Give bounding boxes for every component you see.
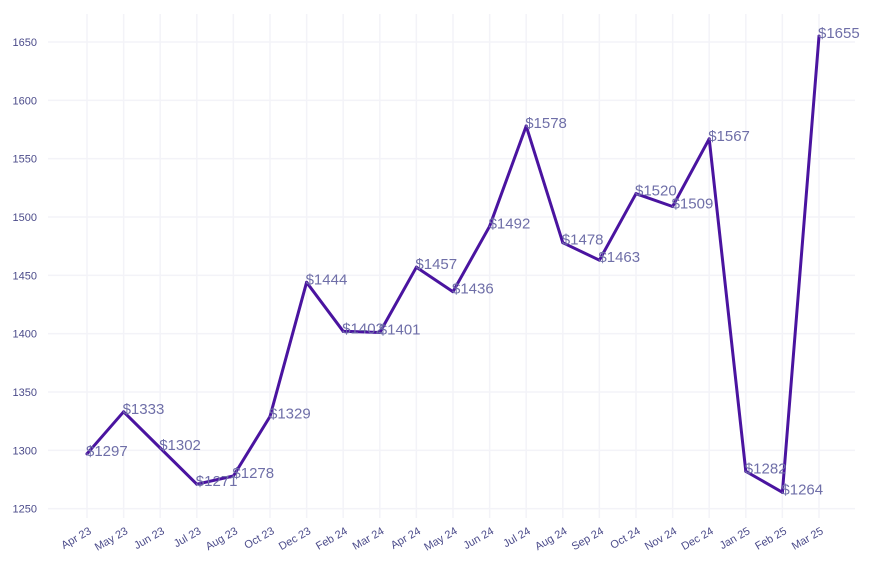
x-tick-label: Dec 23 bbox=[277, 525, 313, 553]
x-tick-label: Jan 25 bbox=[718, 525, 753, 552]
x-tick-label: Nov 24 bbox=[643, 525, 679, 553]
data-label: $1463 bbox=[598, 249, 640, 266]
x-tick-label: Oct 23 bbox=[242, 525, 276, 552]
data-label: $1282 bbox=[745, 460, 787, 477]
data-point bbox=[707, 137, 711, 141]
y-tick-label: 1400 bbox=[13, 329, 37, 341]
x-tick-label: Aug 23 bbox=[204, 525, 240, 553]
data-label: $1492 bbox=[489, 215, 531, 232]
x-tick-label: Jul 23 bbox=[172, 525, 203, 550]
data-point bbox=[231, 474, 235, 478]
data-label: $1329 bbox=[269, 406, 311, 423]
x-tick-label: Oct 24 bbox=[608, 525, 642, 552]
data-point bbox=[488, 224, 492, 228]
data-label: $1436 bbox=[452, 281, 494, 298]
data-point bbox=[122, 410, 126, 414]
x-tick-label: May 24 bbox=[422, 525, 459, 553]
data-point bbox=[817, 34, 821, 38]
x-tick-label: Aug 24 bbox=[533, 525, 569, 553]
data-point bbox=[524, 124, 528, 128]
data-label: $1264 bbox=[781, 481, 823, 498]
x-tick-label: Jun 23 bbox=[132, 525, 167, 552]
data-labels: $1297 $1333 $1302 $1271$1278 $1329 $1444 $1402… bbox=[86, 25, 860, 498]
data-point bbox=[671, 205, 675, 208]
data-point bbox=[597, 258, 601, 262]
data-label: $1271 bbox=[196, 473, 238, 490]
series-group bbox=[85, 34, 821, 494]
data-point bbox=[158, 446, 162, 450]
x-grid-lines bbox=[86, 14, 820, 518]
x-tick-label: Jun 24 bbox=[461, 525, 496, 552]
x-tick-label: Feb 25 bbox=[753, 525, 789, 553]
data-label: $1401 bbox=[379, 322, 421, 339]
x-axis-ticks: Apr 23 May 23 Jun 23 Jul 23 Aug 23 Oct 23 Dec … bbox=[59, 525, 825, 553]
data-label: $1567 bbox=[708, 128, 750, 145]
x-tick-label: Jul 24 bbox=[501, 525, 532, 550]
data-label: $1297 bbox=[86, 443, 128, 460]
data-point bbox=[561, 241, 565, 245]
x-tick-label: Feb 24 bbox=[314, 525, 350, 553]
data-label: $1478 bbox=[562, 232, 604, 249]
data-point bbox=[341, 329, 345, 333]
y-tick-label: 1450 bbox=[13, 270, 37, 282]
data-label: $1333 bbox=[123, 401, 165, 418]
data-label: $1402 bbox=[342, 320, 384, 337]
x-tick-label: Dec 24 bbox=[680, 525, 716, 553]
data-point bbox=[305, 280, 309, 284]
data-label: $1578 bbox=[525, 115, 567, 132]
data-label: $1444 bbox=[306, 271, 348, 288]
data-label: $1457 bbox=[415, 256, 457, 273]
data-point bbox=[195, 482, 199, 486]
data-label: $1520 bbox=[635, 183, 677, 200]
x-tick-label: Apr 23 bbox=[59, 525, 93, 552]
data-label: $1302 bbox=[159, 437, 201, 454]
data-point bbox=[744, 469, 748, 473]
data-point bbox=[634, 192, 638, 196]
data-point bbox=[414, 265, 418, 269]
y-tick-label: 1550 bbox=[13, 154, 37, 166]
data-point bbox=[780, 490, 784, 494]
y-tick-label: 1650 bbox=[13, 37, 37, 49]
data-point bbox=[268, 415, 272, 418]
y-tick-label: 1350 bbox=[13, 387, 37, 399]
x-tick-label: Mar 24 bbox=[351, 525, 387, 553]
data-label: $1509 bbox=[672, 196, 714, 213]
y-tick-label: 1500 bbox=[13, 212, 37, 224]
y-grid-lines bbox=[48, 41, 855, 510]
y-tick-label: 1300 bbox=[13, 445, 37, 457]
y-tick-label: 1250 bbox=[13, 504, 37, 516]
x-tick-label: May 23 bbox=[93, 525, 130, 553]
data-point bbox=[378, 331, 382, 334]
data-point bbox=[451, 290, 455, 294]
x-tick-label: Mar 25 bbox=[790, 525, 826, 553]
data-point bbox=[85, 452, 89, 456]
x-tick-label: Sep 24 bbox=[570, 525, 606, 553]
x-tick-label: Apr 24 bbox=[389, 525, 423, 552]
y-tick-label: 1600 bbox=[13, 95, 37, 107]
data-label: $1278 bbox=[232, 465, 274, 482]
data-label: $1655 bbox=[818, 25, 860, 42]
y-axis-ticks: 1250 1300 1350 1400 1450 1500 1550 1600 1650 bbox=[13, 37, 37, 516]
